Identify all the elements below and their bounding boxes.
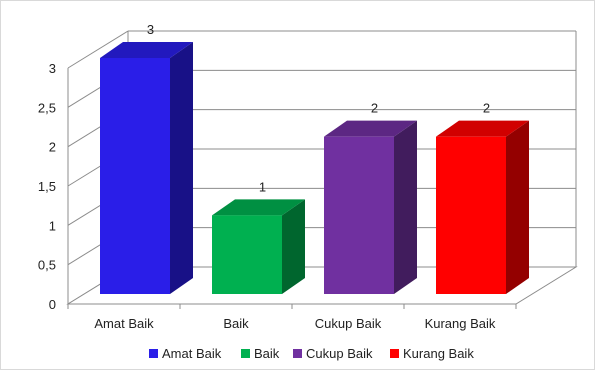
bar-side [506, 120, 529, 295]
bar-side [282, 199, 305, 294]
legend-label: Cukup Baik [306, 346, 373, 361]
bar-top [212, 199, 305, 216]
x-tick-label: Amat Baik [94, 316, 154, 331]
y-tick-label: 2 [49, 140, 56, 155]
legend-label: Baik [254, 346, 280, 361]
x-tick-label: Kurang Baik [425, 316, 496, 331]
bar [212, 215, 282, 294]
legend-label: Kurang Baik [403, 346, 474, 361]
bar [436, 136, 506, 294]
y-tick-label: 3 [49, 61, 56, 76]
legend-swatch [149, 349, 158, 358]
bar-top [100, 42, 193, 58]
bar-side [170, 42, 193, 294]
data-label: 3 [147, 22, 154, 37]
data-label: 2 [483, 101, 490, 116]
y-tick-label: 1,5 [38, 179, 56, 194]
legend-label: Amat Baik [162, 346, 222, 361]
data-label: 1 [259, 179, 266, 194]
legend-swatch [390, 349, 399, 358]
bar-side [394, 120, 417, 295]
y-tick-label: 0 [49, 297, 56, 312]
side-wall-gridline [67, 30, 129, 69]
bar-top [436, 120, 529, 137]
bar-top [324, 120, 417, 137]
legend-swatch [241, 349, 250, 358]
y-tick-label: 2,5 [38, 100, 56, 115]
data-label: 2 [371, 101, 378, 116]
y-tick-label: 0,5 [38, 258, 56, 273]
bar [100, 58, 170, 294]
legend-swatch [293, 349, 302, 358]
y-tick-label: 1 [49, 218, 56, 233]
bar [324, 136, 394, 294]
x-tick-label: Baik [223, 316, 249, 331]
x-tick-label: Cukup Baik [315, 316, 382, 331]
